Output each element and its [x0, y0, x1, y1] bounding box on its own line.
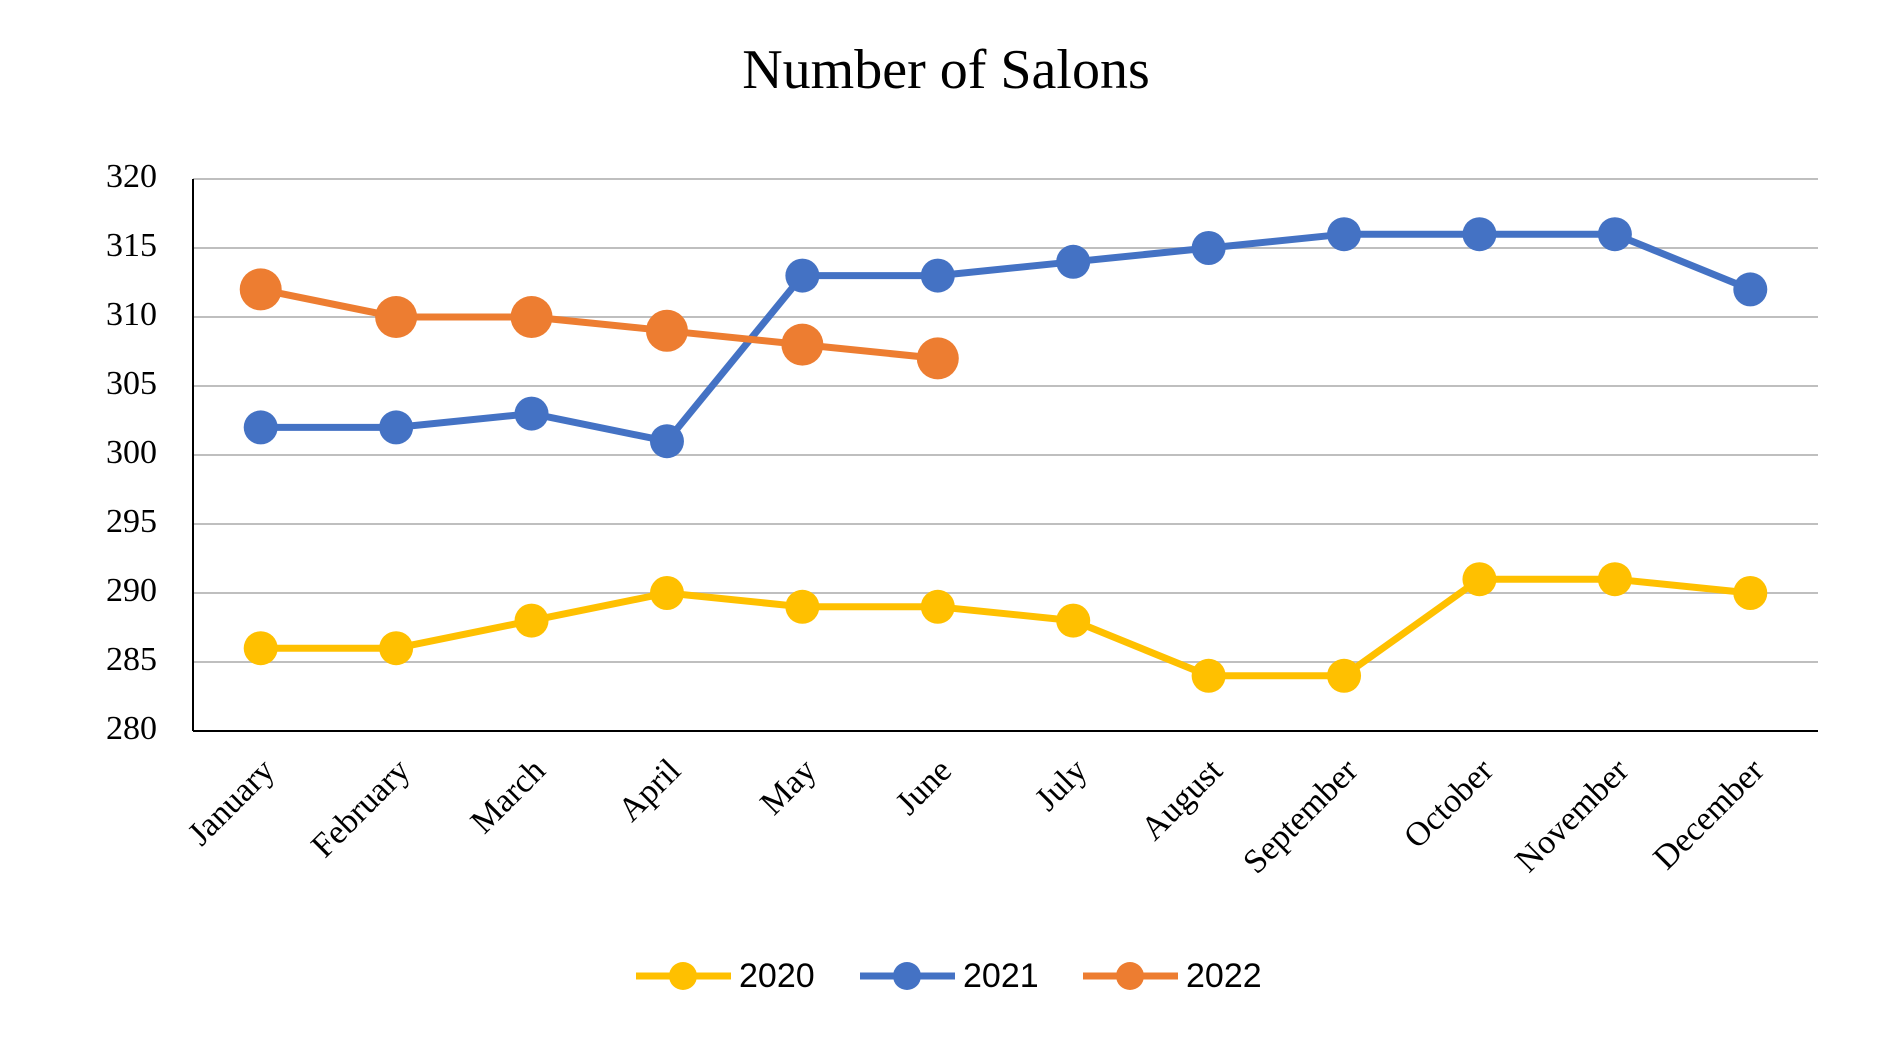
data-point: [514, 396, 549, 431]
data-point: [645, 309, 688, 352]
y-tick-label: 295: [106, 503, 157, 540]
data-point: [1056, 244, 1091, 279]
data-point: [1597, 562, 1632, 597]
chart-title: Number of Salons: [742, 39, 1150, 101]
legend-marker: [893, 962, 921, 990]
data-point: [920, 258, 955, 293]
data-point: [785, 258, 820, 293]
data-point: [649, 576, 684, 610]
data-point: [510, 296, 553, 338]
data-point: [379, 631, 414, 666]
y-tick-label: 285: [106, 641, 157, 678]
y-tick-label: 300: [106, 434, 157, 471]
data-point: [243, 410, 278, 445]
y-tick-label: 290: [106, 572, 157, 609]
data-point: [649, 424, 684, 459]
series-line: [260, 575, 1751, 680]
data-point: [1327, 217, 1362, 252]
data-point: [1191, 658, 1226, 693]
data-point: [1191, 231, 1226, 265]
data-point: [1733, 576, 1768, 610]
data-point: [239, 268, 282, 311]
legend-marker: [1116, 962, 1144, 990]
data-point: [1462, 217, 1497, 252]
data-point: [243, 631, 278, 666]
data-point: [379, 410, 414, 445]
data-point: [514, 603, 549, 638]
y-tick-label: 310: [106, 296, 157, 333]
legend-label: 2021: [963, 957, 1039, 995]
series-line: [260, 285, 939, 362]
data-point: [920, 589, 955, 624]
data-point: [1462, 562, 1497, 597]
data-point: [1733, 272, 1768, 307]
data-point: [1327, 658, 1362, 693]
y-tick-label: 315: [106, 227, 157, 264]
data-point: [916, 337, 959, 380]
y-tick-label: 305: [106, 365, 157, 402]
y-tick-label: 280: [106, 710, 157, 747]
legend-label: 2022: [1186, 957, 1262, 995]
data-point: [375, 296, 418, 338]
series-line: [260, 230, 1752, 445]
data-point: [781, 323, 824, 366]
data-point: [1056, 603, 1091, 638]
data-point: [1597, 217, 1632, 252]
data-point: [785, 589, 820, 624]
y-tick-label: 320: [106, 158, 157, 195]
legend-label: 2020: [739, 957, 815, 995]
legend-marker: [669, 962, 697, 990]
